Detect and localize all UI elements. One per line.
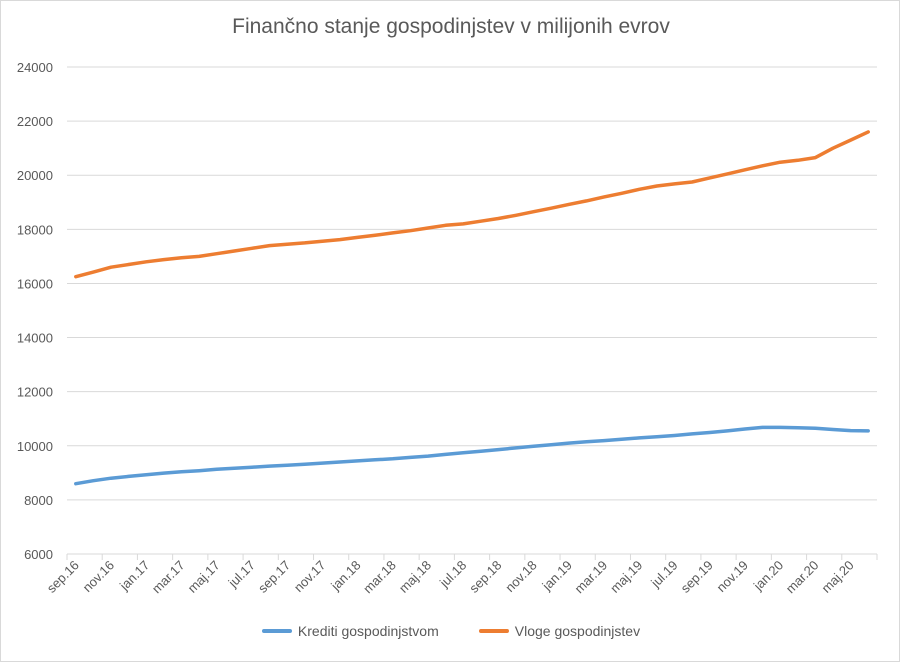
x-tick-label: sep.18 [466, 558, 504, 596]
y-tick-label: 22000 [17, 114, 53, 129]
legend-swatch-krediti [261, 629, 292, 633]
x-tick-label: mar.19 [571, 558, 610, 597]
legend-swatch-vloge [478, 629, 509, 633]
x-tick-label: jan.17 [116, 558, 152, 594]
x-tick-label: sep.19 [678, 558, 716, 596]
x-tick-label: nov.16 [80, 558, 118, 596]
x-tick-label: jul.19 [647, 558, 680, 591]
legend-label-krediti: Krediti gospodinjstvom [297, 623, 439, 639]
x-tick-label: jul.18 [436, 558, 469, 591]
x-tick-label: jan.20 [750, 558, 786, 594]
y-tick-label: 8000 [24, 493, 53, 508]
chart-title: Finančno stanje gospodinjstev v milijoni… [232, 15, 670, 38]
x-tick-label: jul.17 [225, 558, 258, 591]
x-tick-label: mar.18 [360, 558, 399, 597]
x-tick-label: maj.20 [819, 558, 857, 596]
y-tick-label: 14000 [17, 331, 53, 346]
y-tick-label: 6000 [24, 547, 53, 562]
y-tick-label: 20000 [17, 168, 53, 183]
chart-legend: Krediti gospodinjstvom Vloge gospodinjst… [1, 623, 900, 639]
x-tick-label: sep.16 [44, 558, 82, 596]
x-tick-label: mar.20 [783, 558, 822, 597]
x-tick-label: jan.18 [327, 558, 363, 594]
y-tick-label: 24000 [17, 60, 53, 75]
y-tick-label: 18000 [17, 222, 53, 237]
x-tick-label: maj.17 [185, 558, 223, 596]
x-tick-label: sep.17 [255, 558, 293, 596]
x-tick-label: nov.17 [291, 558, 329, 596]
legend-item-vloge: Vloge gospodinjstev [478, 623, 641, 639]
legend-item-krediti: Krediti gospodinjstvom [261, 623, 439, 639]
series-line-krediti [74, 425, 870, 486]
x-tick-label: jan.19 [539, 558, 575, 594]
y-tick-label: 16000 [17, 276, 53, 291]
y-tick-label: 12000 [17, 385, 53, 400]
x-tick-label: nov.19 [714, 558, 752, 596]
x-tick-label: maj.19 [607, 558, 645, 596]
series-line-vloge [74, 130, 870, 279]
x-tick-label: nov.18 [502, 558, 540, 596]
legend-label-vloge: Vloge gospodinjstev [514, 623, 641, 639]
x-tick-label: mar.17 [149, 558, 188, 597]
x-tick-label: maj.18 [396, 558, 434, 596]
y-tick-label: 10000 [17, 439, 53, 454]
